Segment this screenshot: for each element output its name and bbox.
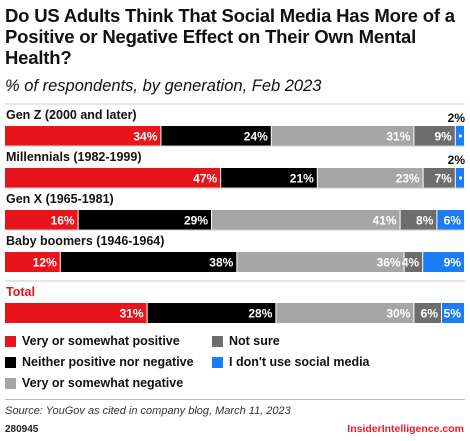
legend-item-neither: Neither positive nor negative — [5, 355, 194, 369]
legend-label-negative: Very or somewhat negative — [22, 376, 184, 390]
value-label: 47% — [193, 172, 217, 186]
category-label: Gen X (1965-1981) — [6, 192, 114, 206]
value-label: 38% — [209, 256, 233, 270]
chart-title: Do US Adults Think That Social Media Has… — [5, 5, 455, 68]
bar-segment — [271, 126, 414, 146]
value-label: 2% — [448, 153, 466, 167]
bar-segment — [437, 210, 464, 230]
bar-segment — [400, 210, 437, 230]
brand-logo-text: InsiderIntelligence.com — [347, 423, 464, 435]
legend-swatch-positive — [5, 335, 16, 347]
legend-item-positive: Very or somewhat positive — [5, 334, 180, 348]
legend-item-negative: Very or somewhat negative — [5, 376, 183, 390]
chart-id: 280945 — [5, 424, 39, 435]
bar-segment — [78, 210, 211, 230]
value-label: 34% — [133, 130, 157, 144]
value-label: 8% — [416, 214, 434, 228]
bar-segment — [5, 168, 221, 188]
legend-item-not-sure: Not sure — [212, 334, 280, 348]
category-label: Gen Z (2000 and later) — [6, 108, 137, 122]
bar-segment — [221, 168, 317, 188]
value-label: 23% — [396, 172, 420, 186]
value-label: 24% — [244, 130, 268, 144]
small-segment-dot — [458, 134, 462, 138]
value-label: 16% — [51, 214, 75, 228]
value-label: 4% — [402, 256, 420, 270]
bar-segment — [5, 303, 147, 323]
value-label: 5% — [444, 307, 462, 321]
legend-swatch-not-sure — [212, 335, 223, 347]
value-label: 36% — [377, 256, 401, 270]
bar-segment — [423, 252, 464, 272]
bar-segment — [414, 303, 441, 323]
bar-segment — [5, 252, 60, 272]
legend-label-positive: Very or somewhat positive — [22, 334, 180, 348]
value-label: 2% — [448, 111, 466, 125]
bar-segment — [423, 168, 455, 188]
value-label: 7% — [434, 172, 452, 186]
value-label: 6% — [444, 214, 462, 228]
value-label: 31% — [120, 307, 144, 321]
legend-swatch-no-social — [212, 356, 223, 368]
bar-segment — [317, 168, 423, 188]
bar-segment — [276, 303, 414, 323]
bar-segment — [161, 126, 271, 146]
bar-segment — [212, 210, 400, 230]
value-label: 9% — [434, 130, 452, 144]
bar-segment — [147, 303, 276, 323]
value-label: 6% — [421, 307, 439, 321]
legend-swatch-neither — [5, 356, 16, 368]
chart-subtitle: % of respondents, by generation, Feb 202… — [5, 77, 322, 95]
footer-divider — [5, 399, 465, 400]
source-note: Source: YouGov as cited in company blog,… — [5, 405, 291, 417]
legend-swatch-negative — [5, 377, 16, 389]
value-label: 21% — [290, 172, 314, 186]
small-segment-dot — [458, 176, 462, 180]
bar-segment — [60, 252, 237, 272]
value-label: 9% — [444, 256, 462, 270]
category-label: Millennials (1982-1999) — [6, 150, 141, 164]
category-label: Total — [6, 285, 35, 299]
bar-segment — [414, 126, 455, 146]
legend-item-no-social: I don't use social media — [212, 355, 370, 369]
value-label: 31% — [386, 130, 410, 144]
value-label: 30% — [386, 307, 410, 321]
value-label: 41% — [373, 214, 397, 228]
legend-label-not-sure: Not sure — [229, 334, 280, 348]
bar-segment — [5, 210, 78, 230]
bar-segment — [237, 252, 404, 272]
value-label: 28% — [248, 307, 272, 321]
bar-segment — [442, 303, 464, 323]
bar-segment — [5, 126, 161, 146]
value-label: 29% — [184, 214, 208, 228]
legend-label-neither: Neither positive nor negative — [22, 355, 194, 369]
value-label: 12% — [33, 256, 57, 270]
bar-segment — [404, 252, 423, 272]
category-label: Baby boomers (1946-1964) — [6, 234, 164, 248]
legend-label-no-social: I don't use social media — [229, 355, 370, 369]
